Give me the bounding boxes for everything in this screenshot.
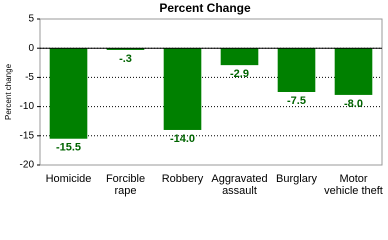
value-label: -15.5 <box>56 142 81 154</box>
bar <box>106 48 145 50</box>
x-tick-label: Aggravated assault <box>211 173 268 197</box>
bar <box>334 48 373 95</box>
y-tick-label: -10 <box>20 101 35 112</box>
x-tick-label: Burglary <box>276 173 317 185</box>
y-tick-label: 0 <box>28 43 34 54</box>
y-tick-label: -5 <box>25 72 34 83</box>
y-tick-label: -15 <box>20 130 35 141</box>
value-label: -2.9 <box>230 68 249 80</box>
bar <box>277 48 316 92</box>
x-tick-label: Forcible rape <box>105 173 146 197</box>
value-label: -8.0 <box>344 98 363 110</box>
y-tick-label: 5 <box>28 14 34 25</box>
bar <box>49 48 88 139</box>
y-axis-label: Percent change <box>4 63 13 120</box>
bar <box>163 48 202 130</box>
value-label: -.3 <box>119 53 132 65</box>
chart-svg: Percent Change Percent change 5 0 -5 -10 -15… <box>4 1 383 171</box>
bar <box>220 48 259 66</box>
value-label: -14.0 <box>170 133 195 145</box>
plot-frame <box>39 18 383 166</box>
chart-title: Percent Change <box>159 1 251 15</box>
x-tick-label: Homicide <box>45 173 92 185</box>
x-tick-label: Robbery <box>161 173 204 185</box>
x-tick-label: Motor vehicle theft <box>324 173 383 197</box>
chart: Percent Change Percent change 5 0 -5 -10 -15… <box>4 1 383 197</box>
value-label: -7.5 <box>287 95 306 107</box>
y-tick-label: -20 <box>20 160 35 171</box>
